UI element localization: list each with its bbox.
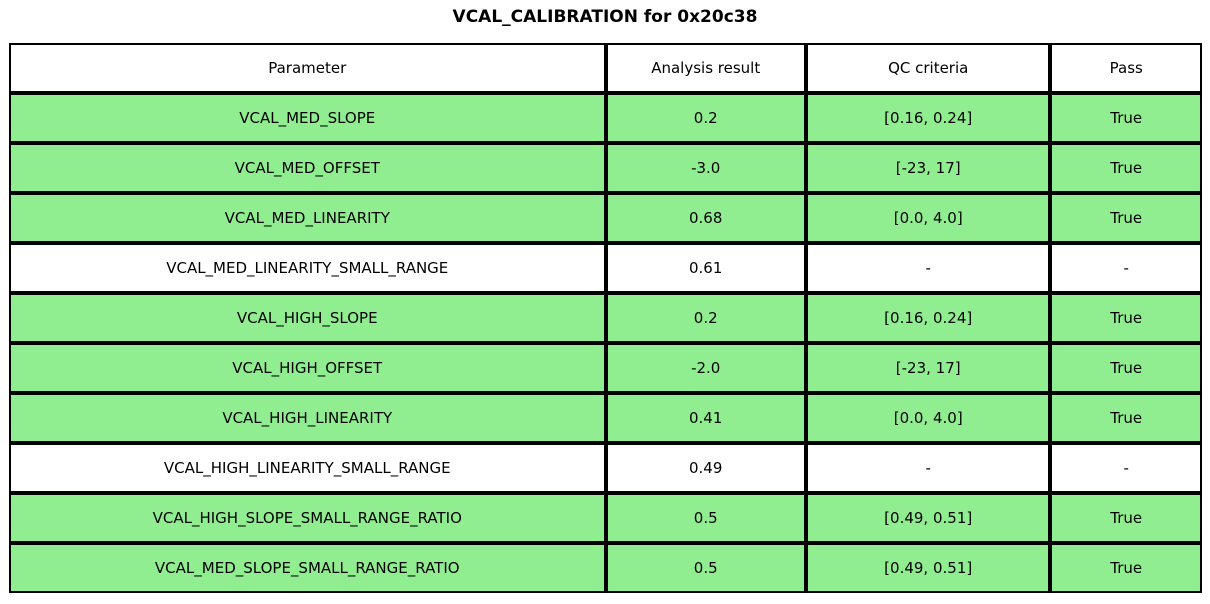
cell-qc-criteria: - — [805, 443, 1051, 493]
cell-qc-criteria: - — [805, 243, 1051, 293]
cell-parameter: VCAL_MED_LINEARITY_SMALL_RANGE — [9, 243, 606, 293]
cell-qc-criteria: [0.16, 0.24] — [805, 293, 1051, 343]
cell-qc-criteria: [0.16, 0.24] — [805, 93, 1051, 143]
cell-analysis-result: 0.61 — [605, 243, 806, 293]
table-body: VCAL_MED_SLOPE 0.2 [0.16, 0.24] True VCA… — [9, 93, 1202, 593]
table-row: VCAL_MED_OFFSET -3.0 [-23, 17] True — [9, 143, 1202, 193]
cell-qc-criteria: [0.0, 4.0] — [805, 393, 1051, 443]
cell-pass: True — [1050, 293, 1202, 343]
table-row: VCAL_MED_SLOPE 0.2 [0.16, 0.24] True — [9, 93, 1202, 143]
cell-parameter: VCAL_HIGH_SLOPE — [9, 293, 606, 343]
table-row: VCAL_HIGH_LINEARITY 0.41 [0.0, 4.0] True — [9, 393, 1202, 443]
cell-parameter: VCAL_HIGH_OFFSET — [9, 343, 606, 393]
cell-analysis-result: -2.0 — [605, 343, 806, 393]
cell-pass: True — [1050, 193, 1202, 243]
cell-analysis-result: 0.68 — [605, 193, 806, 243]
cell-pass: True — [1050, 343, 1202, 393]
table-row: VCAL_MED_LINEARITY_SMALL_RANGE 0.61 - - — [9, 243, 1202, 293]
cell-parameter: VCAL_MED_OFFSET — [9, 143, 606, 193]
cell-analysis-result: 0.5 — [605, 543, 806, 593]
table-header-row: Parameter Analysis result QC criteria Pa… — [9, 43, 1202, 93]
cell-qc-criteria: [0.0, 4.0] — [805, 193, 1051, 243]
header-cell-qc-criteria: QC criteria — [805, 43, 1051, 93]
cell-qc-criteria: [0.49, 0.51] — [805, 493, 1051, 543]
cell-parameter: VCAL_HIGH_LINEARITY — [9, 393, 606, 443]
table-row: VCAL_HIGH_SLOPE 0.2 [0.16, 0.24] True — [9, 293, 1202, 343]
cell-pass: - — [1050, 443, 1202, 493]
cell-pass: True — [1050, 93, 1202, 143]
table-row: VCAL_HIGH_LINEARITY_SMALL_RANGE 0.49 - - — [9, 443, 1202, 493]
table-row: VCAL_HIGH_SLOPE_SMALL_RANGE_RATIO 0.5 [0… — [9, 493, 1202, 543]
cell-pass: True — [1050, 543, 1202, 593]
cell-pass: True — [1050, 393, 1202, 443]
cell-analysis-result: 0.49 — [605, 443, 806, 493]
cell-qc-criteria: [-23, 17] — [805, 143, 1051, 193]
cell-parameter: VCAL_MED_LINEARITY — [9, 193, 606, 243]
cell-parameter: VCAL_HIGH_SLOPE_SMALL_RANGE_RATIO — [9, 493, 606, 543]
cell-pass: True — [1050, 493, 1202, 543]
cell-analysis-result: 0.41 — [605, 393, 806, 443]
chart-title: VCAL_CALIBRATION for 0x20c38 — [452, 7, 758, 27]
header-cell-pass: Pass — [1050, 43, 1202, 93]
cell-parameter: VCAL_MED_SLOPE — [9, 93, 606, 143]
cell-qc-criteria: [-23, 17] — [805, 343, 1051, 393]
cell-pass: - — [1050, 243, 1202, 293]
cell-analysis-result: 0.5 — [605, 493, 806, 543]
table-row: VCAL_MED_SLOPE_SMALL_RANGE_RATIO 0.5 [0.… — [9, 543, 1202, 593]
cell-analysis-result: 0.2 — [605, 293, 806, 343]
cell-qc-criteria: [0.49, 0.51] — [805, 543, 1051, 593]
qc-table: Parameter Analysis result QC criteria Pa… — [9, 43, 1202, 593]
cell-analysis-result: -3.0 — [605, 143, 806, 193]
cell-analysis-result: 0.2 — [605, 93, 806, 143]
cell-parameter: VCAL_MED_SLOPE_SMALL_RANGE_RATIO — [9, 543, 606, 593]
table-row: VCAL_HIGH_OFFSET -2.0 [-23, 17] True — [9, 343, 1202, 393]
cell-parameter: VCAL_HIGH_LINEARITY_SMALL_RANGE — [9, 443, 606, 493]
header-cell-analysis-result: Analysis result — [605, 43, 806, 93]
cell-pass: True — [1050, 143, 1202, 193]
header-cell-parameter: Parameter — [9, 43, 606, 93]
table-row: VCAL_MED_LINEARITY 0.68 [0.0, 4.0] True — [9, 193, 1202, 243]
